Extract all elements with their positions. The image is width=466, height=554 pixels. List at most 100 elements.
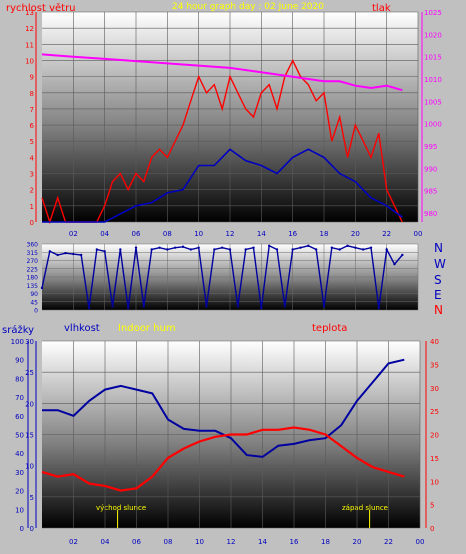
wind-series-gust-line — [41, 58, 403, 225]
temp-y-tick-label: 35 — [430, 361, 439, 369]
temperature-series-line — [41, 426, 405, 492]
hum-x-tick-label: 02 — [69, 538, 78, 546]
temp-y-tick-label: 40 — [430, 338, 439, 346]
rain-label: srážky — [2, 324, 34, 336]
hum-y-tick-label: 10 — [25, 463, 34, 471]
direction-y-tick-label: 315 — [27, 250, 39, 257]
direction-point — [236, 305, 240, 308]
wind-x-tick-label: 08 — [163, 230, 172, 238]
wind-y-tick-label: 4 — [30, 154, 35, 162]
temperature-label: teplota — [312, 323, 347, 334]
rain-y-tick-label: 50 — [15, 432, 24, 440]
wind-y-tick-label: 13 — [25, 9, 34, 17]
direction-point — [134, 246, 138, 249]
temp-y-tick-label: 30 — [430, 385, 439, 393]
wind-x-tick-label: 02 — [69, 230, 78, 238]
rain-y-tick-label: 10 — [15, 506, 24, 514]
wind-y-tick-label: 2 — [30, 187, 34, 195]
wind-y-tick-label: 6 — [30, 122, 35, 130]
hum-x-tick-label: 10 — [195, 538, 204, 546]
direction-point — [72, 252, 75, 256]
hum-y-tick-label: 20 — [25, 400, 34, 408]
wind-series-pressure-line — [41, 53, 403, 92]
direction-point — [150, 248, 153, 251]
direction-point — [173, 246, 177, 249]
wind-x-tick-label: 14 — [257, 230, 266, 238]
pressure-y-tick-label: 1000 — [424, 121, 442, 129]
direction-point — [267, 244, 271, 248]
direction-point — [64, 251, 67, 255]
direction-label-s: S — [434, 273, 442, 287]
wind-y-tick-label: 10 — [25, 57, 34, 65]
wind-speed-title: rychlost větru — [6, 2, 76, 14]
pressure-y-tick-label: 1025 — [424, 9, 442, 17]
direction-label-w: W — [434, 257, 446, 271]
rain-y-tick-label: 60 — [15, 413, 24, 421]
hum-x-tick-label: 18 — [321, 538, 330, 546]
direction-point — [228, 248, 232, 251]
direction-point — [322, 305, 326, 308]
pressure-y-tick-label: 980 — [424, 210, 437, 218]
wind-y-tick-label: 1 — [30, 203, 34, 211]
wind-x-tick-label: 04 — [100, 230, 109, 238]
direction-point — [40, 286, 44, 290]
wind-x-tick-label: 20 — [351, 230, 360, 238]
temp-y-tick-label: 10 — [430, 478, 439, 486]
hum-x-tick-label: 08 — [164, 538, 173, 546]
direction-point — [142, 305, 146, 308]
direction-point — [126, 306, 130, 310]
wind-y-tick-label: 11 — [25, 41, 34, 49]
pressure-y-tick-label: 1015 — [424, 54, 442, 62]
wind-x-tick-label: 12 — [226, 230, 235, 238]
direction-point — [291, 248, 294, 251]
hum-x-tick-label: 04 — [101, 538, 110, 546]
direction-point — [220, 246, 224, 249]
wind-x-tick-label: 22 — [382, 230, 391, 238]
rain-y-tick-label: 70 — [15, 394, 24, 402]
wind-y-tick-label: 5 — [30, 138, 34, 146]
pressure-y-tick-label: 990 — [424, 165, 437, 173]
direction-point — [166, 248, 169, 251]
hum-x-tick-label: 00 — [416, 538, 425, 546]
temp-y-tick-label: 20 — [430, 432, 439, 440]
hum-y-tick-label: 0 — [30, 525, 34, 533]
direction-point — [181, 245, 185, 248]
direction-y-tick-label: 135 — [27, 283, 39, 290]
direction-point — [158, 246, 161, 249]
chart-marks: 0123456789101112139809859909951000100510… — [11, 9, 442, 546]
direction-point — [299, 246, 302, 249]
hum-x-tick-label: 12 — [227, 538, 236, 546]
direction-point — [252, 246, 255, 249]
temp-y-tick-label: 0 — [430, 525, 434, 533]
wind-y-tick-label: 12 — [25, 25, 34, 33]
temp-y-tick-label: 25 — [430, 408, 439, 416]
temp-y-tick-label: 15 — [430, 455, 439, 463]
direction-point — [205, 305, 208, 308]
direction-point — [103, 250, 106, 253]
hum-x-tick-label: 20 — [353, 538, 362, 546]
wind-y-tick-label: 8 — [30, 90, 34, 98]
humidity-series-line — [42, 358, 405, 458]
direction-point — [314, 248, 318, 251]
direction-point — [361, 248, 365, 251]
direction-y-tick-label: 360 — [27, 242, 39, 249]
direction-point — [385, 248, 388, 251]
pressure-y-tick-label: 1005 — [424, 98, 442, 106]
hum-x-tick-label: 22 — [384, 538, 393, 546]
sunset-label: západ slunce — [342, 504, 388, 512]
pressure-y-tick-label: 995 — [424, 143, 437, 151]
direction-point — [119, 248, 122, 251]
direction-point — [330, 246, 334, 249]
direction-point — [111, 305, 114, 308]
direction-point — [48, 250, 52, 253]
direction-point — [275, 248, 279, 251]
wind-x-tick-label: 10 — [194, 230, 203, 238]
wind-x-tick-label: 18 — [320, 230, 329, 238]
direction-point — [393, 262, 396, 266]
pressure-y-tick-label: 1020 — [424, 31, 442, 39]
hum-y-tick-label: 15 — [25, 432, 34, 440]
direction-y-tick-label: 180 — [27, 275, 39, 282]
wind-y-tick-label: 7 — [30, 106, 34, 114]
direction-point — [87, 306, 91, 310]
